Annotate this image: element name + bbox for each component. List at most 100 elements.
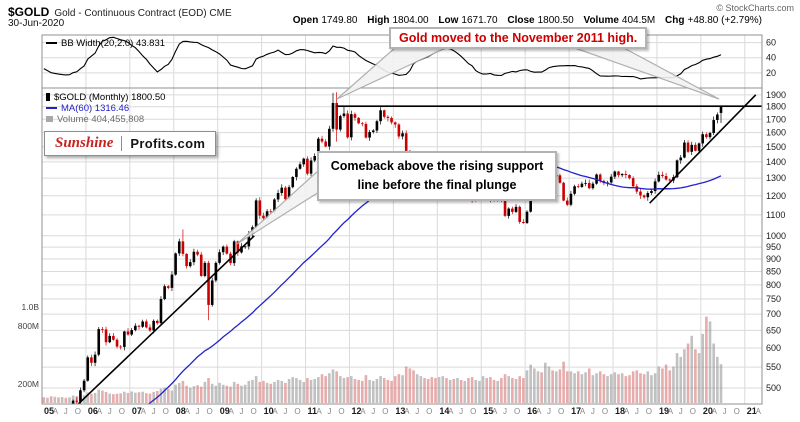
legend-ma: MA(60) 1316.46 xyxy=(46,103,129,114)
svg-text:O: O xyxy=(163,407,169,416)
svg-text:16: 16 xyxy=(527,406,537,416)
trendline xyxy=(77,235,255,404)
low-value: 1671.70 xyxy=(461,15,498,26)
svg-text:700: 700 xyxy=(766,309,781,319)
open-value: 1749.80 xyxy=(321,15,358,26)
legend-volume-label: Volume 404,455,808 xyxy=(57,114,145,125)
svg-text:800M: 800M xyxy=(18,321,39,331)
svg-text:J: J xyxy=(327,407,331,416)
page-title: Gold - Continuous Contract (EOD) CME xyxy=(54,8,232,19)
callout-beam xyxy=(236,168,320,245)
svg-text:1900: 1900 xyxy=(766,90,786,100)
svg-text:14: 14 xyxy=(439,406,449,416)
svg-text:J: J xyxy=(591,407,595,416)
svg-text:A: A xyxy=(229,407,235,416)
svg-text:O: O xyxy=(207,407,213,416)
logo-word-sunshine: Sunshine xyxy=(55,135,114,151)
high-value: 1804.00 xyxy=(392,15,429,26)
svg-text:J: J xyxy=(371,407,375,416)
header-row: $GOLD Gold - Continuous Contract (EOD) CM… xyxy=(8,3,232,21)
legend-price: $GOLD (Monthly) 1800.50 xyxy=(46,92,165,103)
svg-text:1600: 1600 xyxy=(766,128,786,138)
bbw-line-swatch-icon xyxy=(46,42,57,45)
svg-text:O: O xyxy=(470,407,476,416)
svg-text:1300: 1300 xyxy=(766,173,786,183)
svg-text:60: 60 xyxy=(766,38,776,48)
sunshine-profits-logo: Sunshine Profits.com xyxy=(44,131,217,156)
svg-text:06: 06 xyxy=(88,406,98,416)
svg-text:950: 950 xyxy=(766,242,781,252)
chart-date: 30-Jun-2020 xyxy=(8,18,65,29)
svg-text:J: J xyxy=(108,407,112,416)
svg-text:17: 17 xyxy=(571,406,581,416)
svg-text:1700: 1700 xyxy=(766,114,786,124)
svg-text:J: J xyxy=(152,407,156,416)
svg-text:A: A xyxy=(580,407,586,416)
svg-text:19: 19 xyxy=(659,406,669,416)
svg-text:O: O xyxy=(119,407,125,416)
svg-text:800: 800 xyxy=(766,280,781,290)
svg-text:A: A xyxy=(97,407,103,416)
svg-text:08: 08 xyxy=(176,406,186,416)
volume-value: 404.5M xyxy=(621,15,656,26)
svg-text:10: 10 xyxy=(264,406,274,416)
close-value: 1800.50 xyxy=(537,15,574,26)
svg-text:200M: 200M xyxy=(18,379,39,389)
svg-text:A: A xyxy=(448,407,454,416)
svg-text:09: 09 xyxy=(220,406,230,416)
svg-text:O: O xyxy=(690,407,696,416)
legend-price-label: $GOLD (Monthly) 1800.50 xyxy=(54,92,166,103)
svg-text:A: A xyxy=(360,407,366,416)
svg-text:650: 650 xyxy=(766,325,781,335)
svg-text:850: 850 xyxy=(766,267,781,277)
svg-text:J: J xyxy=(283,407,287,416)
svg-text:12: 12 xyxy=(351,406,361,416)
axis-labels: 1900 1800 1700 1600 1500 1400 1300 1200 1100 1000… xyxy=(18,38,786,416)
svg-text:A: A xyxy=(404,407,410,416)
svg-text:1000: 1000 xyxy=(766,231,786,241)
trendline xyxy=(649,94,757,204)
svg-text:J: J xyxy=(635,407,639,416)
svg-text:40: 40 xyxy=(766,53,776,63)
svg-text:600: 600 xyxy=(766,343,781,353)
legend-ma-label: MA(60) 1316.46 xyxy=(61,103,130,114)
svg-text:1400: 1400 xyxy=(766,157,786,167)
svg-text:11: 11 xyxy=(308,406,318,416)
svg-text:750: 750 xyxy=(766,294,781,304)
svg-text:J: J xyxy=(547,407,551,416)
legend-volume: Volume 404,455,808 xyxy=(46,114,144,125)
svg-text:1.0B: 1.0B xyxy=(22,302,40,312)
svg-text:O: O xyxy=(338,407,344,416)
svg-text:20: 20 xyxy=(703,406,713,416)
svg-text:A: A xyxy=(624,407,630,416)
svg-text:A: A xyxy=(492,407,498,416)
svg-text:O: O xyxy=(250,407,256,416)
candle-swatch-icon xyxy=(46,93,50,102)
annotation-comeback-support: Comeback above the rising support line b… xyxy=(317,151,557,201)
low-label: Low xyxy=(438,15,459,26)
chg-value: +48.80 (+2.79%) xyxy=(687,15,763,26)
svg-text:1500: 1500 xyxy=(766,142,786,152)
svg-text:O: O xyxy=(734,407,740,416)
svg-text:J: J xyxy=(196,407,200,416)
svg-text:J: J xyxy=(723,407,727,416)
svg-text:21: 21 xyxy=(747,406,757,416)
open-label: Open xyxy=(292,15,319,26)
volume-label: Volume xyxy=(583,15,619,26)
gridlines xyxy=(42,35,762,404)
svg-text:O: O xyxy=(646,407,652,416)
svg-text:J: J xyxy=(503,407,507,416)
svg-text:A: A xyxy=(756,407,762,416)
svg-text:J: J xyxy=(415,407,419,416)
svg-text:O: O xyxy=(75,407,81,416)
svg-text:1100: 1100 xyxy=(766,210,785,220)
chg-label: Chg xyxy=(665,15,685,26)
logo-word-profits: Profits.com xyxy=(130,136,206,151)
legend-bbwidth-label: BB Width(20,2.0) 43.831 xyxy=(61,38,166,49)
svg-text:A: A xyxy=(185,407,191,416)
svg-text:A: A xyxy=(272,407,278,416)
legend-bbwidth: BB Width(20,2.0) 43.831 xyxy=(46,38,165,49)
svg-text:1200: 1200 xyxy=(766,191,786,201)
copyright-label: © StockCharts.com xyxy=(716,3,794,13)
svg-text:900: 900 xyxy=(766,254,781,264)
